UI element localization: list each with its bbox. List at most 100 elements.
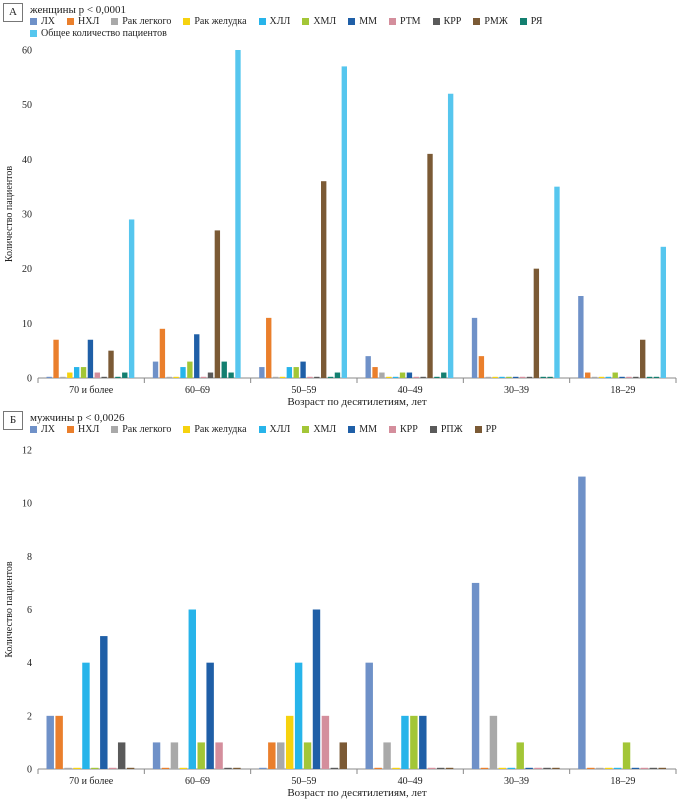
bar-b-c1-s8 — [224, 767, 232, 769]
bar-a-c4-s10 — [540, 376, 546, 378]
legend-swatch — [30, 426, 37, 433]
bar-a-c2-s11 — [334, 372, 341, 378]
bar-a-c3-s12 — [447, 93, 454, 378]
bar-b-c1-s4 — [188, 609, 196, 769]
bar-a-c0-s2 — [60, 376, 66, 378]
legend-item: ММ — [348, 424, 377, 435]
bar-a-c3-s5 — [399, 372, 406, 378]
y-tick-label: 10 — [22, 499, 32, 510]
legend-label: ММ — [359, 16, 378, 27]
legend-swatch — [258, 426, 266, 433]
legend-swatch — [302, 426, 310, 433]
bar-a-c2-s10 — [327, 376, 334, 378]
bar-b-c3-s5 — [410, 715, 418, 769]
bar-a-c0-s5 — [80, 367, 87, 378]
legend-label: ХЛЛ — [269, 424, 291, 435]
bar-b-c1-s3 — [179, 767, 188, 769]
x-axis-title: Возраст по десятилетиям, лет — [287, 396, 426, 408]
bar-a-c0-s9 — [108, 350, 114, 378]
bar-a-c0-s10 — [115, 376, 121, 378]
chart-title-men: мужчины p < 0,0026 — [30, 412, 125, 424]
bar-a-c0-s6 — [87, 339, 94, 378]
bar-a-c0-s7 — [94, 372, 100, 378]
bar-b-c0-s3 — [73, 767, 81, 769]
bar-a-c0-s4 — [73, 367, 80, 378]
bar-b-c4-s6 — [525, 767, 533, 769]
legend-item: ММ — [348, 16, 377, 27]
bar-b-c4-s0 — [471, 582, 480, 769]
bar-b-c0-s9 — [126, 767, 135, 769]
legend-label: Рак желудка — [194, 16, 247, 27]
bar-a-c2-s9 — [321, 181, 327, 378]
bar-b-c3-s4 — [401, 715, 409, 769]
bar-b-c0-s5 — [91, 767, 99, 769]
legend-label: Рак желудка — [194, 424, 247, 435]
y-tick-label: 60 — [22, 46, 32, 57]
bar-b-c4-s8 — [543, 767, 551, 769]
bar-a-c0-s0 — [46, 376, 52, 378]
x-tick-label: 40–49 — [398, 776, 423, 787]
bar-a-c5-s3 — [598, 376, 605, 378]
x-tick-label: 50–59 — [291, 776, 316, 787]
bar-a-c1-s6 — [194, 334, 200, 378]
bar-a-c2-s8 — [314, 376, 320, 378]
bar-a-c1-s12 — [235, 50, 241, 378]
chart-women-svg: 0 10 20 30 40 50 60 Количество пациентов 70 и бо… — [4, 46, 677, 408]
bar-b-c4-s1 — [480, 767, 489, 769]
bar-a-c0-s3 — [67, 372, 73, 378]
bar-a-c3-s6 — [406, 372, 413, 378]
bar-b-c4-s2 — [489, 715, 498, 769]
legend-item: РР — [474, 424, 497, 435]
legend-label: РМЖ — [484, 16, 508, 27]
bar-b-c0-s0 — [46, 715, 54, 769]
bar-b-c2-s4 — [294, 662, 303, 769]
bar-b-c2-s0 — [259, 767, 267, 769]
bar-b-c3-s2 — [383, 742, 391, 769]
bar-b-c3-s6 — [419, 715, 427, 769]
bar-a-c5-s6 — [619, 376, 625, 378]
bar-a-c2-s1 — [266, 317, 272, 378]
bar-a-c2-s7 — [307, 376, 313, 378]
legend-swatch — [302, 18, 310, 25]
legend-swatch — [519, 18, 527, 25]
bar-b-c2-s2 — [277, 742, 285, 769]
bar-a-c5-s7 — [626, 376, 632, 378]
bar-b-c5-s9 — [658, 767, 666, 769]
legend-label: Рак легкого — [122, 16, 172, 27]
bar-b-c2-s1 — [268, 742, 276, 769]
legend-swatch — [67, 18, 75, 25]
bar-a-c1-s11 — [228, 372, 234, 378]
legend-item: РТМ — [389, 16, 421, 27]
bar-a-c3-s9 — [427, 153, 433, 378]
legend-item: ХМЛ — [302, 16, 336, 27]
bar-a-c2-s12 — [341, 66, 347, 379]
bar-a-c5-s11 — [653, 376, 660, 378]
legend-swatch — [348, 18, 356, 25]
bar-b-c4-s7 — [534, 767, 542, 769]
legend-item: РПЖ — [429, 424, 463, 435]
bar-b-c3-s8 — [436, 767, 445, 769]
legend-item: ХЛЛ — [258, 424, 291, 435]
bar-b-c2-s7 — [321, 715, 330, 769]
x-tick-label: 30–39 — [504, 385, 529, 396]
bar-a-c1-s3 — [173, 376, 179, 378]
bar-b-c3-s9 — [445, 767, 454, 769]
bar-a-c4-s5 — [506, 376, 512, 378]
bar-b-c4-s9 — [552, 767, 560, 769]
bar-b-c4-s3 — [498, 767, 507, 769]
chart-panel-women: 0 10 20 30 40 50 60 Количество пациентов 70 и бо… — [3, 3, 677, 408]
bar-b-c5-s0 — [578, 476, 586, 769]
panel-letter-b: Б — [3, 411, 23, 430]
bar-b-c0-s8 — [117, 742, 126, 769]
bar-a-c4-s0 — [471, 317, 478, 378]
bar-b-c5-s3 — [604, 767, 613, 769]
bar-b-c0-s1 — [55, 715, 63, 769]
legend-item: РМЖ — [473, 16, 508, 27]
legend-item: ХМЛ — [302, 424, 336, 435]
y-tick-label: 4 — [27, 658, 32, 669]
bar-a-c1-s4 — [180, 367, 186, 378]
x-tick-label: 18–29 — [610, 776, 635, 787]
bar-a-c5-s8 — [633, 376, 639, 378]
bar-a-c5-s10 — [646, 376, 653, 378]
chart-title-women: женщины p < 0,0001 — [30, 4, 127, 16]
